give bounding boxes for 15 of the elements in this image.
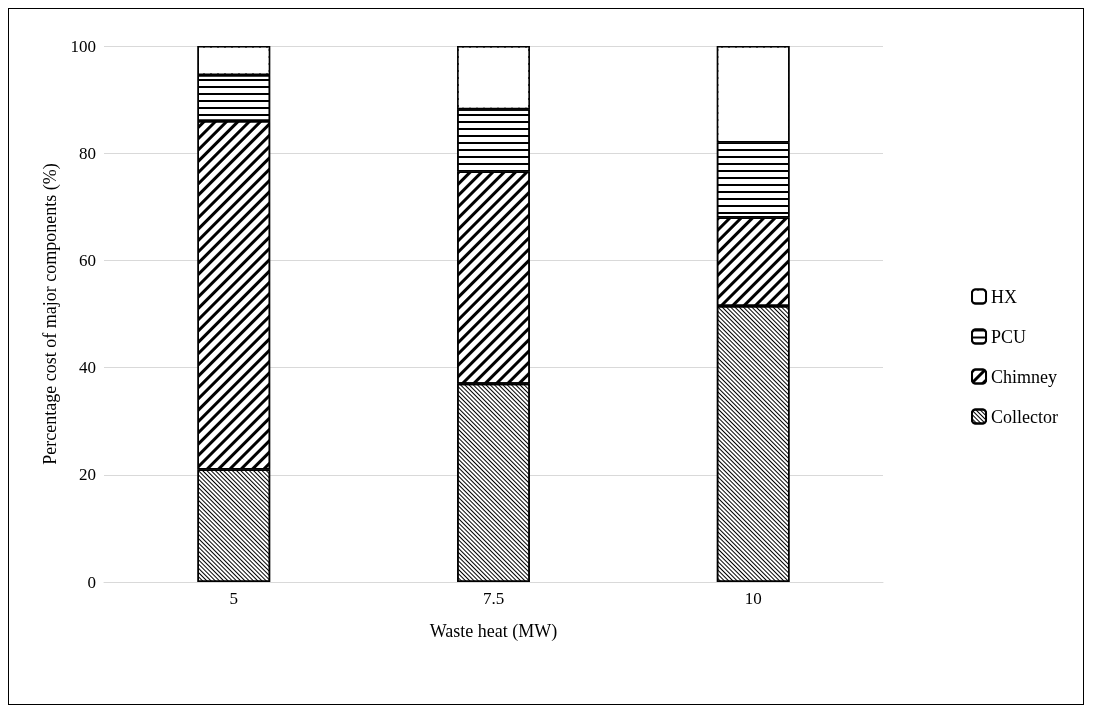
y-tick-label: 80 [79,143,96,163]
x-tick-label: 10 [744,589,762,608]
x-tick-label: 7.5 [482,589,505,608]
legend-label: Collector [991,406,1059,427]
y-tick-label: 100 [70,36,96,56]
legend-label: Chimney [991,366,1058,387]
x-axis-title: Waste heat (MW) [429,621,558,642]
y-tick-label: 60 [79,250,96,270]
x-tick-label: 5 [229,589,239,608]
y-tick-label: 20 [79,465,96,485]
y-axis-title: Percentage cost of major components (%) [40,163,61,465]
legend-label: PCU [991,326,1027,347]
y-tick-label: 0 [87,572,96,592]
legend-label: HX [991,286,1018,307]
y-tick-label: 40 [79,358,96,378]
